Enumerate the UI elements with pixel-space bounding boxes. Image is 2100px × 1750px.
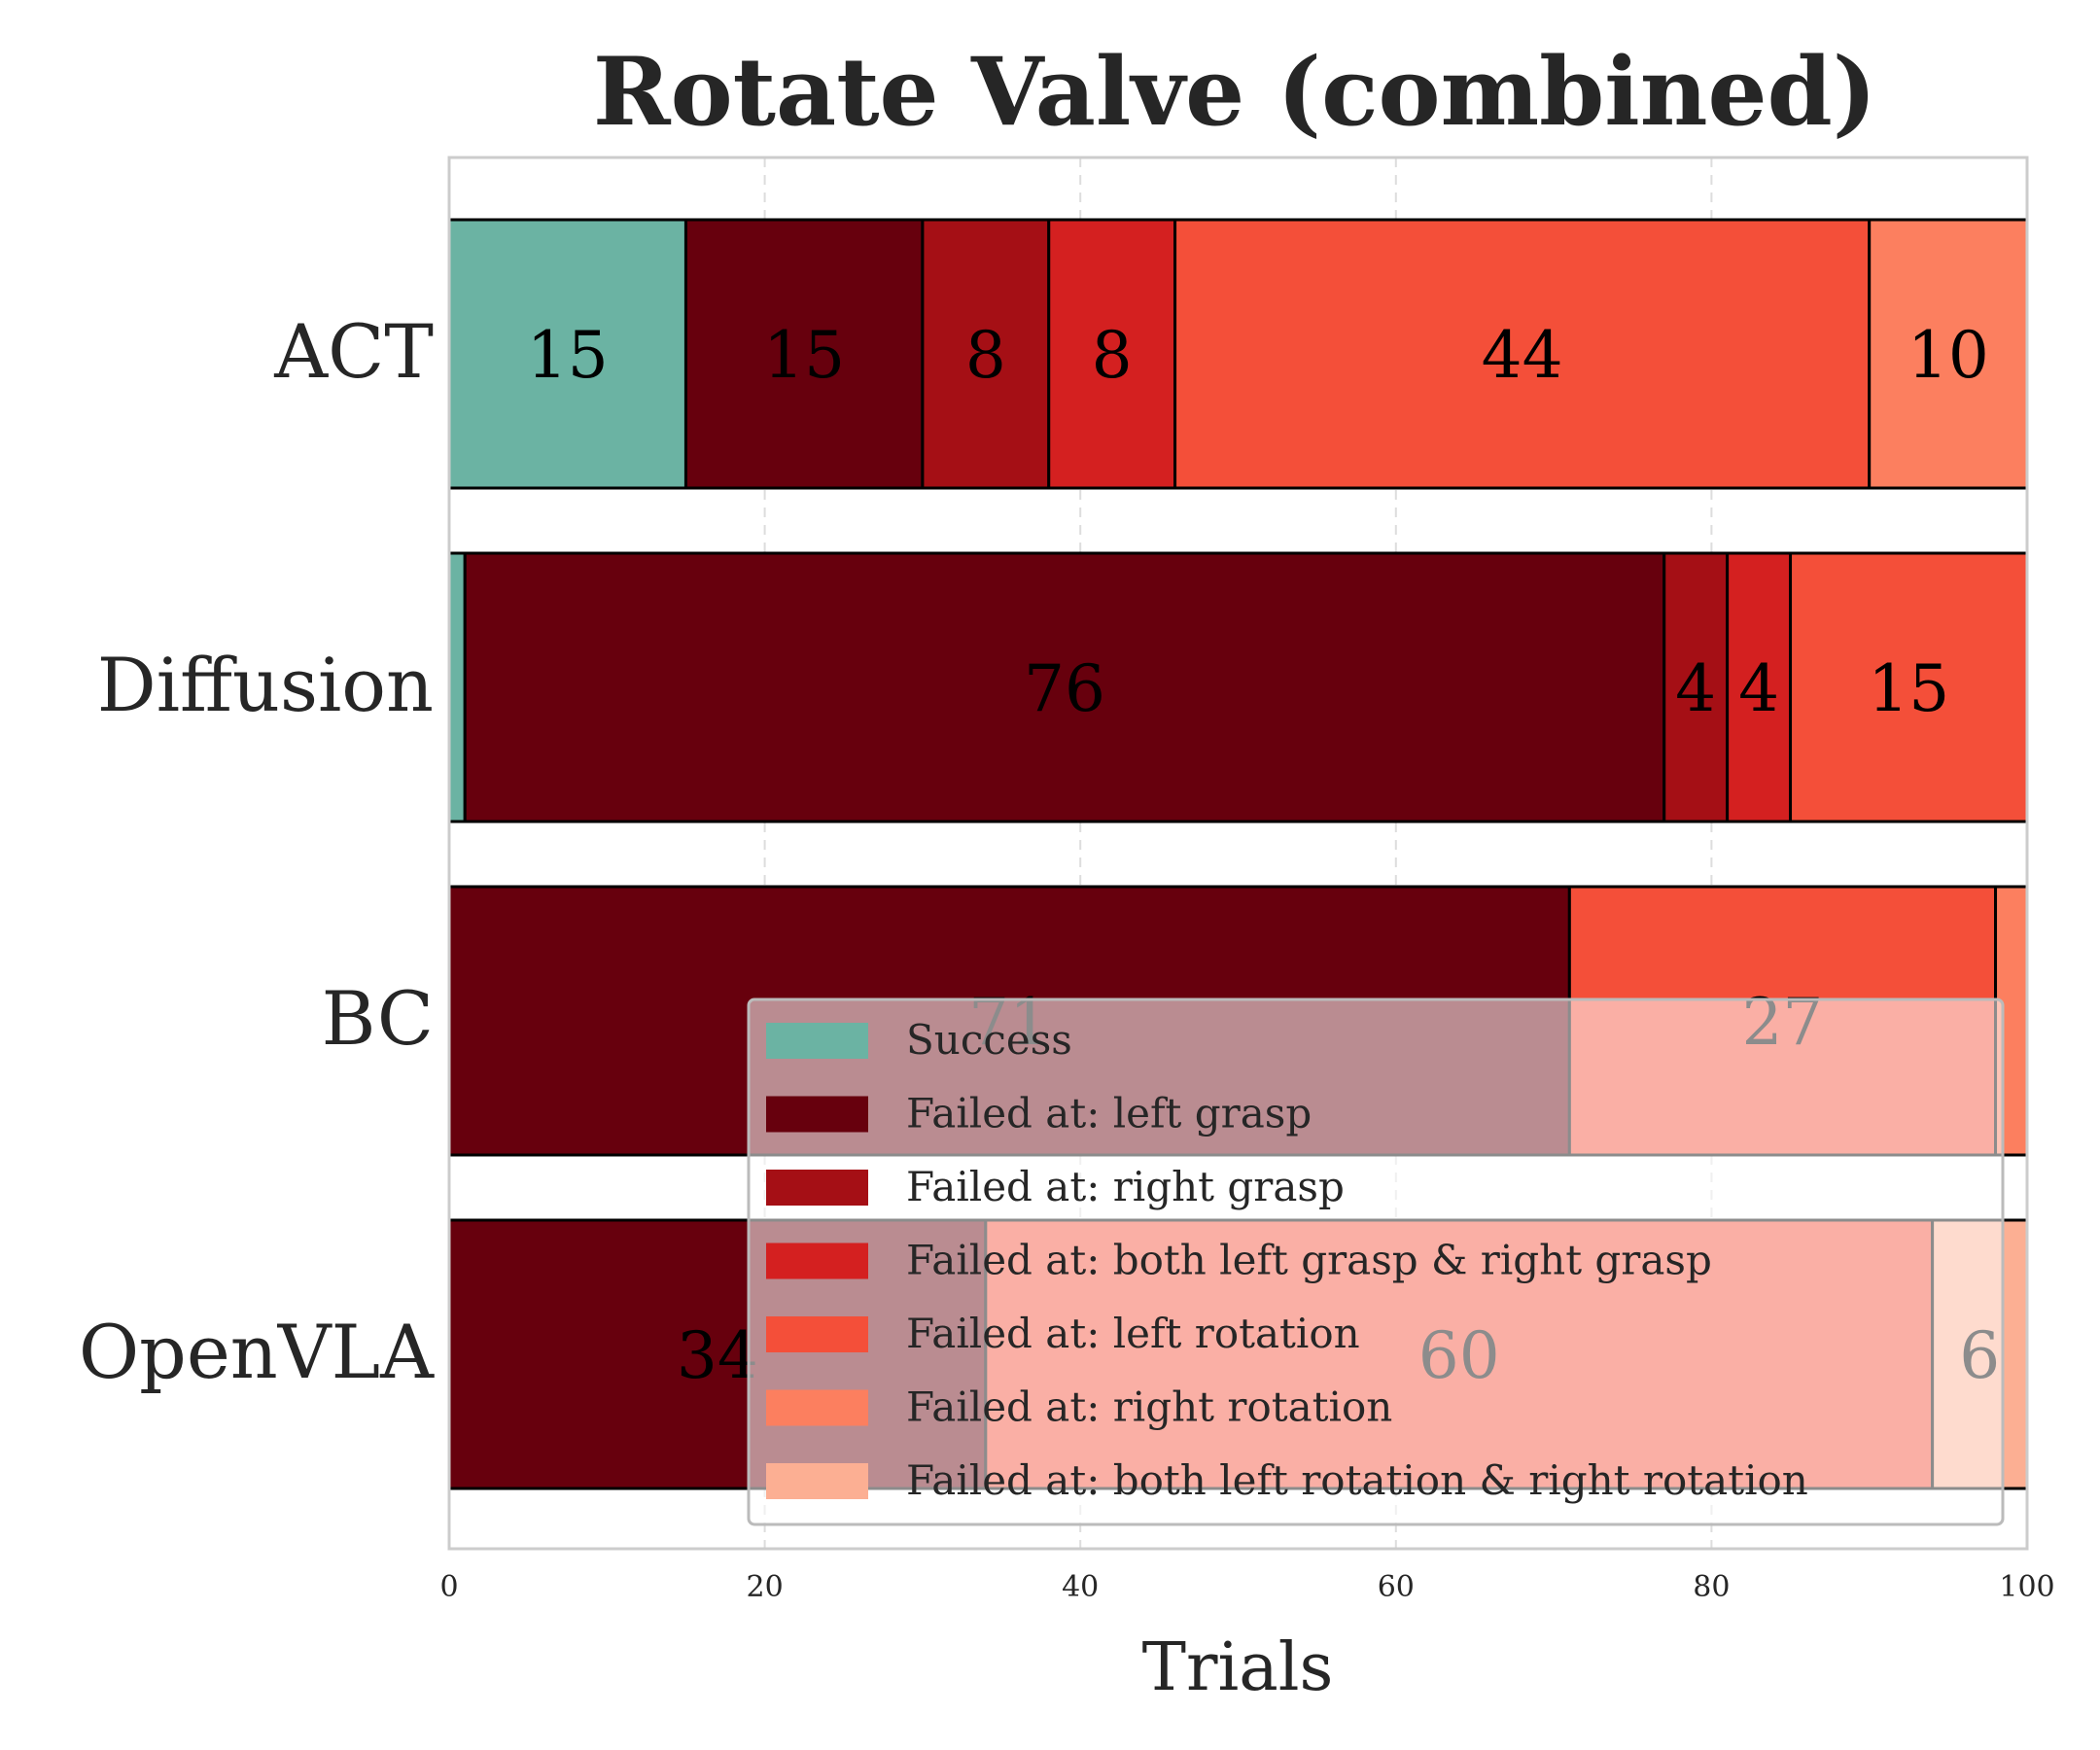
legend-swatch (766, 1389, 868, 1426)
chart-title: Rotate Valve (combined) (593, 37, 1876, 147)
category-label: BC (322, 975, 434, 1062)
bar-segment (447, 218, 687, 490)
bar-value-label: 15 (527, 318, 609, 393)
legend-entry: Failed at: left grasp (906, 1090, 1312, 1138)
category-labels: ACT Diffusion BC OpenVLA (79, 308, 435, 1395)
x-tick-labels: 0 20 40 60 80 100 (439, 1570, 2054, 1604)
bar-segment (1173, 218, 1872, 490)
legend-entry: Success (906, 1016, 1072, 1064)
bar-value-label: 4 (1675, 651, 1716, 726)
bar-value-label: 34 (677, 1318, 758, 1393)
bar-segment (683, 218, 925, 490)
bar-value-label: 10 (1908, 318, 1989, 393)
bar-segment (921, 218, 1051, 490)
legend-entry: Failed at: left rotation (906, 1310, 1360, 1357)
bar-segment (463, 551, 1666, 823)
x-axis-label: Trials (1142, 1629, 1334, 1706)
category-label: Diffusion (97, 642, 434, 728)
legend-swatch (766, 1170, 868, 1206)
legend-swatch (766, 1463, 868, 1499)
legend: Success Failed at: left grasp Failed at: r… (747, 998, 2005, 1526)
legend-swatch (766, 1023, 868, 1059)
bar-value-label: 76 (1024, 651, 1105, 726)
x-tick-label: 60 (1378, 1570, 1415, 1604)
bar-value-label: 8 (1092, 318, 1133, 393)
legend-swatch (766, 1242, 868, 1279)
bar-value-label: 15 (763, 318, 845, 393)
x-tick-label: 80 (1693, 1570, 1730, 1604)
bar-segment (1047, 218, 1177, 490)
legend-entry: Failed at: both left grasp & right grasp (906, 1237, 1712, 1284)
legend-entry: Failed at: right rotation (906, 1383, 1392, 1431)
bar-value-label: 15 (1868, 651, 1949, 726)
x-tick-label: 0 (439, 1570, 458, 1604)
plot-frame (447, 156, 2029, 1551)
category-label: OpenVLA (79, 1309, 435, 1395)
bar-segment (1726, 551, 1793, 823)
bar-segment (1868, 218, 2029, 490)
bar-value-label: 44 (1482, 318, 1563, 393)
legend-box (747, 998, 2005, 1526)
bar-value-label: 8 (965, 318, 1006, 393)
legend-entry: Failed at: both left rotation & right ro… (906, 1456, 1808, 1504)
bar-segment (1789, 551, 2029, 823)
legend-swatch (766, 1096, 868, 1133)
bar-value-label: 4 (1738, 651, 1779, 726)
category-label: ACT (273, 308, 434, 395)
bar-segment (447, 551, 467, 823)
legend-swatch (766, 1316, 868, 1352)
x-tick-label: 40 (1062, 1570, 1099, 1604)
legend-entry: Failed at: right grasp (906, 1163, 1345, 1210)
x-tick-label: 20 (747, 1570, 784, 1604)
x-tick-label: 100 (1999, 1570, 2054, 1604)
bar-segment (1662, 551, 1730, 823)
